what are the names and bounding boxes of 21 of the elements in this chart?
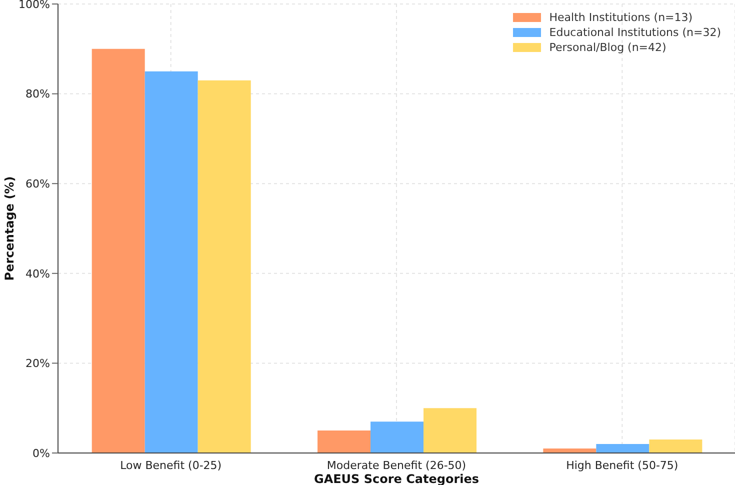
bar xyxy=(92,48,145,453)
y-axis-title: Percentage (%) xyxy=(2,176,16,281)
x-tick-label: High Benefit (50-75) xyxy=(566,458,678,472)
legend-label: Educational Institutions (n=32) xyxy=(549,26,721,39)
y-tick-label: 100% xyxy=(18,0,50,11)
legend-label: Health Institutions (n=13) xyxy=(549,11,693,24)
bar xyxy=(424,408,477,453)
bar xyxy=(596,444,650,453)
bar xyxy=(198,80,251,453)
y-tick-label: 0% xyxy=(32,446,50,460)
y-tick-label: 80% xyxy=(26,88,50,101)
bar xyxy=(649,440,702,453)
y-tick-label: 40% xyxy=(26,267,50,280)
x-tick-label: Low Benefit (0-25) xyxy=(120,458,222,472)
bar xyxy=(318,430,371,453)
y-tick-label: 20% xyxy=(26,357,50,370)
bar xyxy=(144,71,198,453)
legend-label: Personal/Blog (n=42) xyxy=(549,41,666,54)
x-tick-label: Moderate Benefit (26-50) xyxy=(326,458,466,472)
y-tick-label: 60% xyxy=(26,178,50,191)
bar xyxy=(370,422,424,453)
